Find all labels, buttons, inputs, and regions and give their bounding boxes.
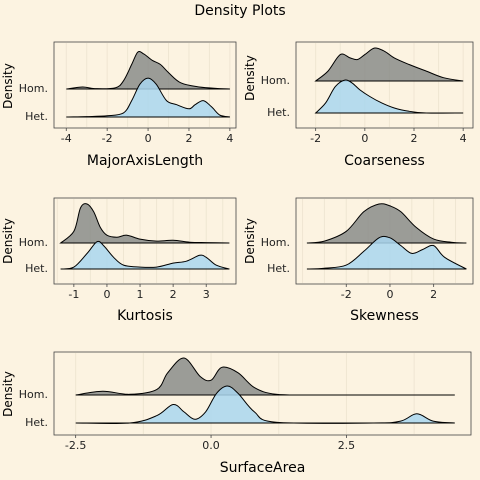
x-axis-label: Kurtosis xyxy=(117,308,173,324)
x-axis-label: SurfaceArea xyxy=(220,460,306,476)
x-axis-label: MajorAxisLength xyxy=(87,153,203,169)
group-label: Het. xyxy=(25,110,48,123)
group-label: Hom. xyxy=(261,74,290,87)
group-label: Hom. xyxy=(19,82,48,95)
x-tick-label: 4 xyxy=(460,132,467,145)
x-tick-label: -2 xyxy=(102,132,113,145)
x-tick-label: 2 xyxy=(185,132,192,145)
density-curve-hom xyxy=(314,47,464,82)
group-label: Het. xyxy=(25,416,48,429)
x-tick-label: -4 xyxy=(61,132,72,145)
group-label: Het. xyxy=(267,106,290,119)
group-label: Het. xyxy=(267,262,290,275)
group-label: Hom. xyxy=(261,236,290,249)
y-axis-label: Density xyxy=(243,218,257,264)
density-curve-het xyxy=(314,79,464,114)
x-tick-label: 0 xyxy=(103,288,110,301)
density-curve-het xyxy=(60,240,230,270)
x-tick-label: 2.5 xyxy=(338,439,356,452)
group-label: Hom. xyxy=(19,388,48,401)
x-tick-label: 2 xyxy=(170,288,177,301)
y-axis-label: Density xyxy=(1,63,15,109)
density-panel-coarseness: Hom. Het. -2 0 2 4 Coarseness Density xyxy=(243,41,474,169)
density-curve-het xyxy=(66,77,230,118)
density-panel-majoraxislength: Hom. Het. -4 -2 0 2 4 MajorAxisLength Density xyxy=(1,41,237,169)
group-label: Het. xyxy=(25,262,48,275)
density-panel-skewness: Hom. Het. -2 0 2 Skewness Density xyxy=(243,197,474,324)
x-axis-label: Skewness xyxy=(350,308,419,324)
density-curve-het xyxy=(306,235,467,270)
x-tick-label: 0.0 xyxy=(202,439,220,452)
density-curve-hom xyxy=(59,203,230,244)
density-curve-hom xyxy=(66,51,230,90)
x-tick-label: 2 xyxy=(430,288,437,301)
x-tick-label: 2 xyxy=(411,132,418,145)
panel-frame xyxy=(295,41,474,129)
x-axis-label: Coarseness xyxy=(344,153,425,169)
x-tick-label: 0 xyxy=(361,132,368,145)
y-axis-label: Density xyxy=(243,55,257,101)
y-axis-label: Density xyxy=(1,371,15,417)
x-tick-label: 4 xyxy=(226,132,233,145)
x-tick-label: -1 xyxy=(68,288,79,301)
density-curve-hom xyxy=(306,203,467,244)
group-label: Hom. xyxy=(19,236,48,249)
x-tick-label: -2 xyxy=(310,132,321,145)
y-axis-label: Density xyxy=(1,218,15,264)
x-tick-label: 0 xyxy=(145,132,152,145)
density-panel-kurtosis: Hom. Het. -1 0 1 2 3 Kurtosis Density xyxy=(1,197,237,324)
x-tick-label: 1 xyxy=(137,288,144,301)
x-tick-label: -2.5 xyxy=(65,439,86,452)
density-curve-het xyxy=(75,385,455,425)
density-curve-hom xyxy=(75,357,455,396)
x-tick-label: 0 xyxy=(386,288,393,301)
x-tick-label: 3 xyxy=(203,288,210,301)
density-panel-surfacearea: Hom. Het. -2.5 0.0 2.5 SurfaceArea Density xyxy=(1,351,472,476)
page-title: Density Plots xyxy=(194,3,285,19)
x-tick-label: -2 xyxy=(341,288,352,301)
